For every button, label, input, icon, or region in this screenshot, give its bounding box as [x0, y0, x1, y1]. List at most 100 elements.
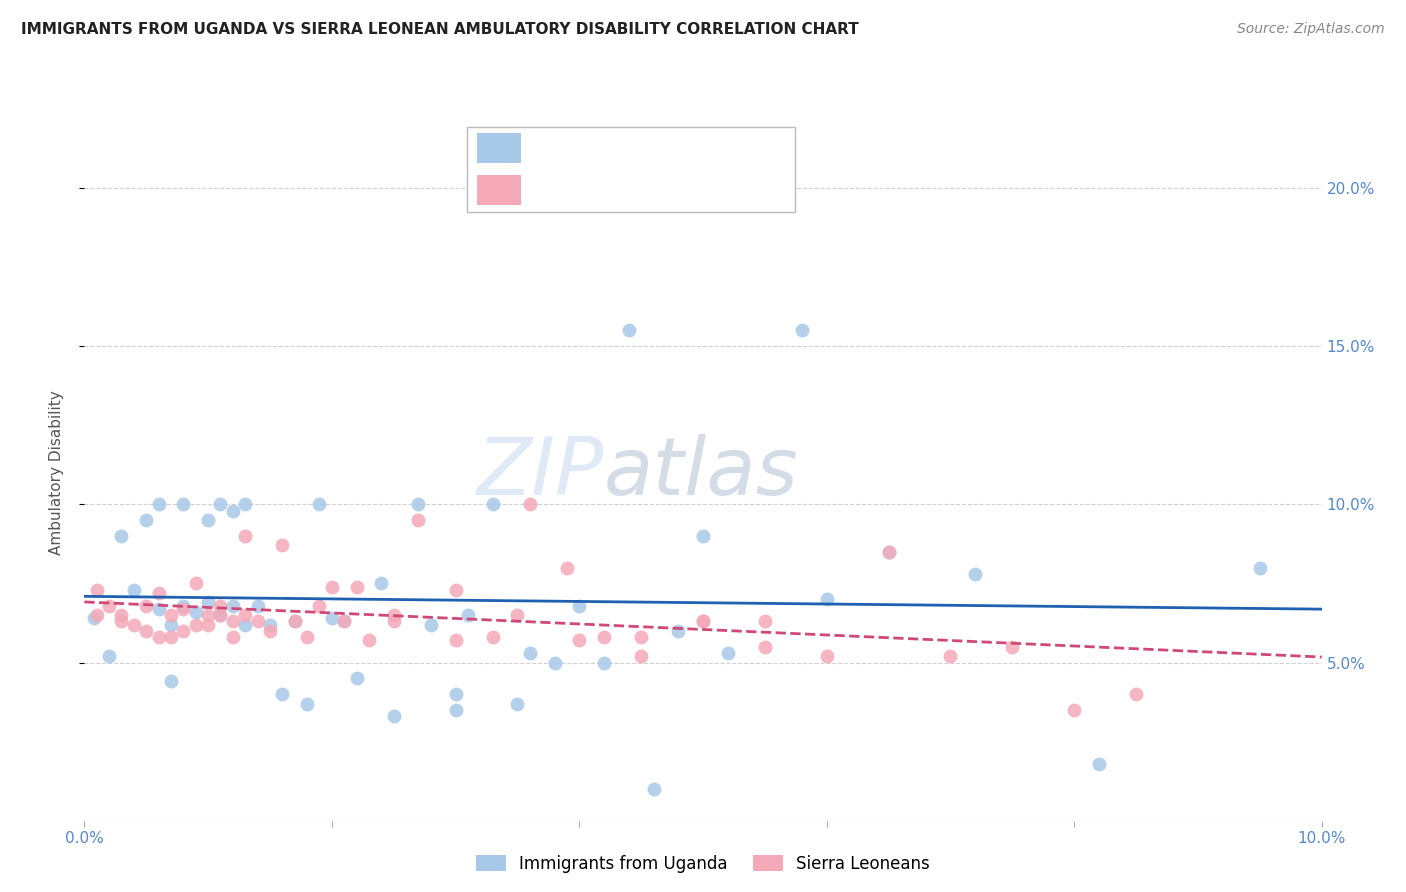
Point	[135, 599, 157, 613]
Point	[568, 633, 591, 648]
Point	[630, 649, 652, 664]
Point	[83, 611, 105, 625]
Point	[259, 617, 281, 632]
Text: atlas: atlas	[605, 434, 799, 512]
Point	[110, 615, 132, 629]
Text: N = 57: N = 57	[683, 180, 751, 199]
Text: N = 53: N = 53	[683, 138, 751, 157]
Point	[408, 513, 430, 527]
Point	[209, 608, 232, 623]
Point	[184, 576, 207, 591]
Point	[444, 633, 467, 648]
Point	[965, 566, 987, 581]
Point	[815, 649, 838, 664]
Point	[148, 586, 170, 600]
Point	[408, 497, 430, 511]
Point	[555, 560, 578, 574]
Point	[246, 599, 269, 613]
Point	[233, 617, 256, 632]
Point	[135, 513, 157, 527]
Point	[382, 608, 405, 623]
Point	[284, 615, 307, 629]
Point	[1001, 640, 1024, 654]
Point	[617, 323, 640, 337]
Point	[160, 617, 183, 632]
Point	[184, 617, 207, 632]
Text: ZIP: ZIP	[477, 434, 605, 512]
FancyBboxPatch shape	[467, 127, 794, 212]
Point	[246, 615, 269, 629]
Point	[135, 624, 157, 638]
Point	[98, 649, 121, 664]
Point	[481, 497, 503, 511]
Point	[160, 674, 183, 689]
Point	[593, 656, 616, 670]
Point	[370, 576, 392, 591]
Point	[1063, 703, 1085, 717]
Point	[815, 592, 838, 607]
Point	[197, 513, 219, 527]
Point	[754, 615, 776, 629]
Point	[419, 617, 441, 632]
Point	[717, 646, 740, 660]
Point	[1125, 687, 1147, 701]
Point	[172, 497, 194, 511]
Point	[148, 497, 170, 511]
Point	[481, 630, 503, 644]
Point	[444, 703, 467, 717]
Point	[790, 323, 813, 337]
Text: Source: ZipAtlas.com: Source: ZipAtlas.com	[1237, 22, 1385, 37]
Point	[692, 615, 714, 629]
Point	[222, 630, 245, 644]
Point	[197, 617, 219, 632]
Point	[295, 630, 318, 644]
Point	[110, 529, 132, 543]
Legend: Immigrants from Uganda, Sierra Leoneans: Immigrants from Uganda, Sierra Leoneans	[470, 848, 936, 880]
Point	[233, 608, 256, 623]
Point	[110, 608, 132, 623]
Point	[148, 630, 170, 644]
Text: R = 0.004: R = 0.004	[534, 138, 633, 157]
Point	[382, 709, 405, 723]
Point	[519, 497, 541, 511]
Point	[333, 615, 356, 629]
Point	[197, 595, 219, 609]
Point	[346, 671, 368, 685]
Point	[209, 497, 232, 511]
Point	[444, 582, 467, 597]
Point	[666, 624, 689, 638]
Point	[444, 687, 467, 701]
Point	[321, 611, 343, 625]
Point	[172, 599, 194, 613]
Point	[333, 615, 356, 629]
Point	[877, 545, 900, 559]
Point	[543, 656, 565, 670]
Point	[148, 601, 170, 615]
Point	[754, 640, 776, 654]
Point	[160, 630, 183, 644]
Point	[1249, 560, 1271, 574]
Point	[382, 615, 405, 629]
Point	[197, 608, 219, 623]
Point	[222, 504, 245, 518]
Point	[308, 599, 330, 613]
Point	[122, 617, 145, 632]
Point	[184, 605, 207, 619]
Text: IMMIGRANTS FROM UGANDA VS SIERRA LEONEAN AMBULATORY DISABILITY CORRELATION CHART: IMMIGRANTS FROM UGANDA VS SIERRA LEONEAN…	[21, 22, 859, 37]
Point	[630, 630, 652, 644]
Point	[568, 599, 591, 613]
Point	[643, 782, 665, 797]
FancyBboxPatch shape	[478, 175, 522, 205]
Point	[172, 624, 194, 638]
Point	[939, 649, 962, 664]
Point	[692, 529, 714, 543]
Point	[209, 599, 232, 613]
Point	[86, 582, 108, 597]
Point	[519, 646, 541, 660]
Point	[122, 582, 145, 597]
Point	[209, 608, 232, 623]
Point	[259, 624, 281, 638]
Point	[1088, 756, 1111, 771]
Point	[295, 697, 318, 711]
Point	[357, 633, 380, 648]
